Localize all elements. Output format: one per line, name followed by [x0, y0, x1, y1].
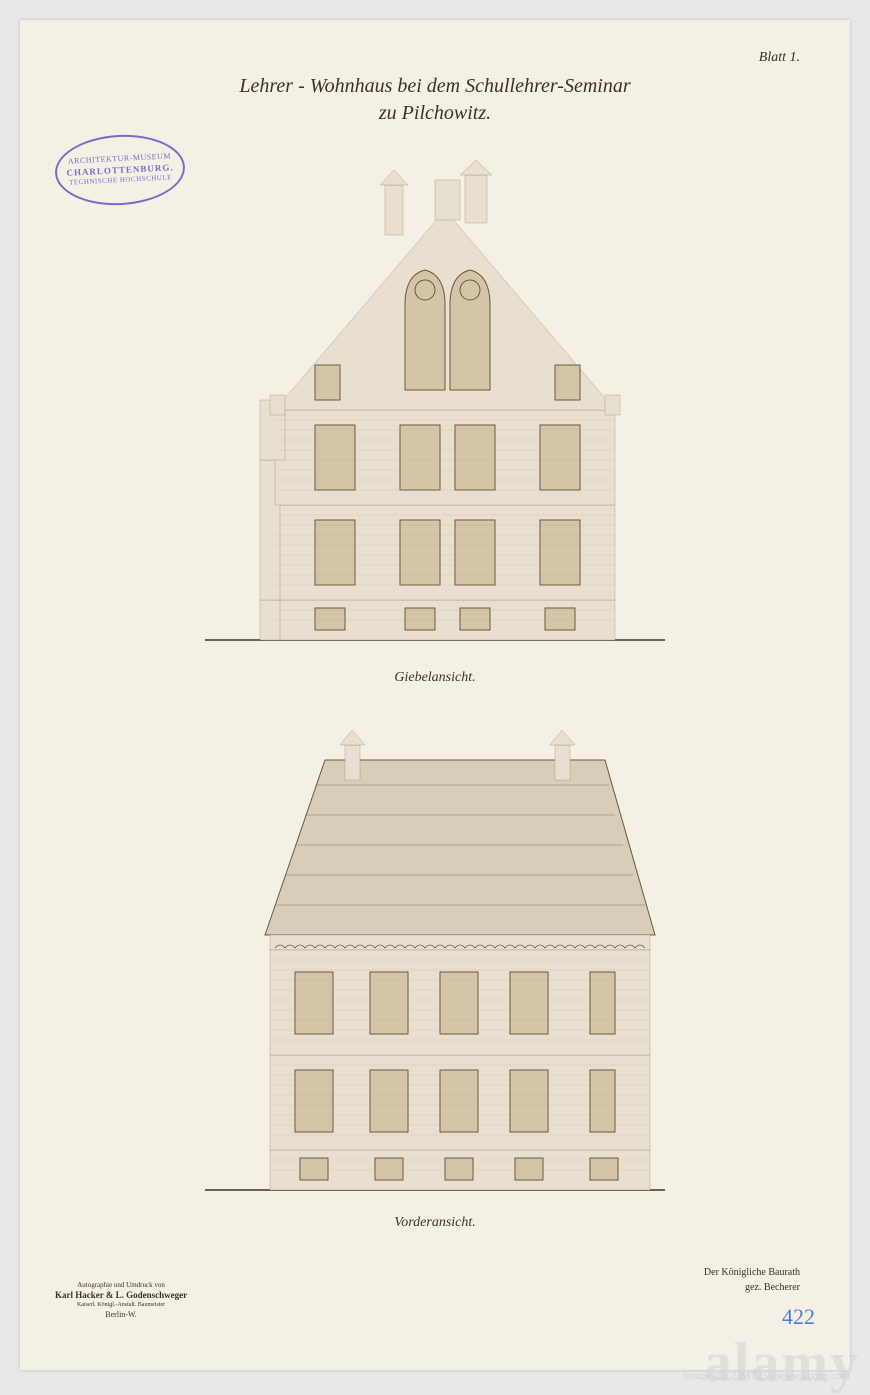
watermark-id: Image ID: 2JMT250 www.alamy.com	[683, 1370, 850, 1382]
signature-line-2: gez. Becherer	[704, 1280, 800, 1295]
document-sheet: Blatt 1. Lehrer - Wohnhaus bei dem Schul…	[20, 20, 850, 1370]
signature-block: Der Königliche Baurath gez. Becherer	[704, 1265, 800, 1295]
archive-id-number: 422	[782, 1304, 815, 1330]
elevation-drawing-1	[185, 150, 685, 650]
title-line-1: Lehrer - Wohnhaus bei dem Schullehrer-Se…	[239, 75, 630, 98]
watermark-logo: alamy	[704, 1331, 860, 1395]
publisher-line-4: Berlin-W.	[55, 1310, 187, 1320]
elevation-drawing-2	[185, 720, 685, 1200]
title-line-2: zu Pilchowitz.	[379, 102, 491, 125]
sheet-number: Blatt 1.	[759, 50, 800, 66]
front-elevation-svg	[185, 720, 685, 1200]
archive-stamp: ARCHITEKTUR-MUSEUM CHARLOTTENBURG. TECHN…	[53, 132, 186, 209]
elevation-2-caption: Vorderansicht.	[394, 1215, 476, 1231]
elevation-1-caption: Giebelansicht.	[394, 670, 475, 686]
signature-line-1: Der Königliche Baurath	[704, 1265, 800, 1280]
publisher-line-2: Karl Hacker & L. Godenschweger	[55, 1290, 187, 1302]
page-container: Blatt 1. Lehrer - Wohnhaus bei dem Schul…	[0, 0, 870, 1390]
publisher-line-3: Kaiserl. Königl.-Anstalt. Baumeister	[55, 1302, 187, 1310]
gable-elevation-svg	[185, 150, 685, 650]
publisher-credit: Autographie und Umdruck von Karl Hacker …	[55, 1281, 187, 1320]
publisher-line-1: Autographie und Umdruck von	[55, 1281, 187, 1290]
